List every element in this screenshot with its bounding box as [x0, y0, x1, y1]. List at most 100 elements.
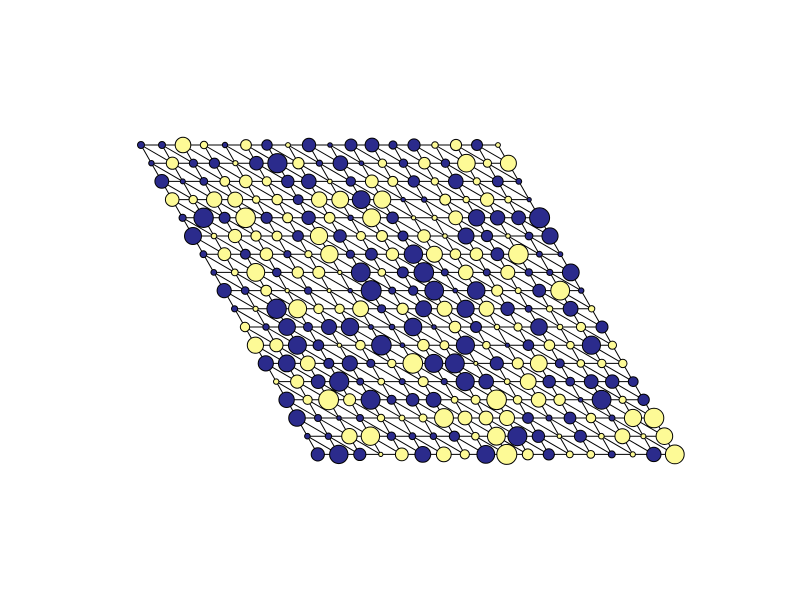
- lattice-edge: [360, 344, 393, 364]
- lattice-node: [227, 191, 244, 208]
- lattice-node: [425, 245, 443, 263]
- lattice-node: [505, 233, 511, 239]
- lattice-node: [398, 158, 409, 168]
- lattice-node: [377, 158, 388, 168]
- lattice-node: [664, 444, 685, 465]
- lattice-edge: [549, 308, 582, 328]
- lattice-nodes: [137, 136, 685, 465]
- lattice-node: [408, 285, 419, 296]
- lattice-node: [262, 323, 270, 331]
- lattice-node: [188, 158, 198, 168]
- lattice-node: [292, 157, 305, 170]
- lattice-node: [284, 288, 290, 294]
- lattice-edge: [224, 144, 236, 164]
- lattice-node: [376, 413, 386, 423]
- lattice-edge: [307, 290, 340, 310]
- lattice-node: [388, 323, 396, 331]
- lattice-node: [336, 342, 342, 348]
- lattice-edge: [203, 253, 236, 273]
- lattice-edge: [517, 290, 550, 310]
- lattice-node: [288, 409, 306, 427]
- lattice-node: [524, 231, 534, 241]
- lattice-edge: [224, 217, 257, 237]
- lattice-edge: [434, 180, 467, 201]
- lattice-edge: [370, 362, 403, 383]
- lattice-node: [566, 340, 575, 350]
- lattice-node: [332, 155, 349, 171]
- lattice-node: [491, 175, 504, 188]
- lattice-edge: [601, 435, 634, 455]
- lattice-node: [288, 299, 308, 319]
- lattice-node: [449, 248, 462, 260]
- lattice-node: [240, 139, 252, 151]
- lattice-node: [489, 356, 504, 371]
- lattice-node: [347, 287, 353, 294]
- lattice-node: [329, 444, 349, 465]
- lattice-edge: [161, 144, 194, 164]
- lattice-node: [562, 300, 579, 317]
- lattice-node: [511, 210, 526, 226]
- lattice-node: [478, 410, 494, 426]
- lattice-node: [411, 215, 417, 221]
- lattice-node: [364, 137, 380, 153]
- lattice-node: [360, 389, 381, 410]
- lattice-node: [478, 300, 495, 317]
- lattice-node: [476, 445, 496, 464]
- lattice-node: [469, 247, 484, 261]
- lattice-node: [513, 322, 523, 332]
- lattice-edge: [403, 162, 436, 182]
- lattice-edge: [151, 162, 184, 182]
- lattice-node: [405, 393, 420, 407]
- lattice-edge: [339, 344, 372, 364]
- lattice-node: [421, 196, 428, 203]
- lattice-node: [417, 229, 431, 243]
- lattice-node: [206, 191, 223, 208]
- lattice-node: [499, 410, 515, 426]
- lattice-node: [272, 267, 282, 278]
- lattice-node: [425, 391, 442, 408]
- lattice-node: [553, 393, 566, 406]
- lattice-edge: [350, 253, 383, 273]
- lattice-edge: [307, 326, 340, 346]
- lattice-node: [341, 355, 358, 372]
- lattice-node: [240, 286, 250, 295]
- lattice-node: [273, 378, 280, 385]
- lattice-node: [546, 268, 554, 276]
- lattice-node: [285, 142, 291, 148]
- lattice-node: [478, 373, 495, 390]
- lattice-node: [614, 428, 631, 445]
- lattice-edge: [266, 180, 299, 201]
- lattice-node: [318, 389, 340, 411]
- lattice-node: [403, 317, 423, 337]
- lattice-node: [575, 321, 587, 333]
- lattice-node: [386, 394, 397, 405]
- lattice-node: [364, 174, 379, 189]
- lattice-node: [267, 153, 288, 174]
- lattice-node: [261, 176, 272, 187]
- lattice-node: [312, 265, 326, 279]
- lattice-edges: [140, 144, 676, 455]
- lattice-node: [511, 357, 524, 370]
- lattice-node: [210, 232, 218, 240]
- lattice-edge: [339, 308, 372, 328]
- lattice-node: [341, 428, 358, 445]
- lattice-node: [230, 268, 239, 277]
- lattice-node: [573, 429, 587, 443]
- lattice-node: [352, 300, 370, 318]
- lattice-node: [455, 372, 475, 392]
- lattice-node: [470, 321, 482, 333]
- lattice-node: [313, 303, 324, 315]
- lattice-edge: [528, 308, 561, 328]
- lattice-edge: [193, 162, 226, 182]
- lattice-node: [503, 378, 511, 386]
- lattice-node: [356, 414, 364, 422]
- lattice-node: [457, 410, 473, 426]
- lattice-node: [337, 269, 343, 275]
- lattice-node: [449, 138, 463, 152]
- lattice-edge: [213, 235, 246, 255]
- lattice-edge: [549, 271, 582, 292]
- lattice-node: [371, 334, 392, 356]
- lattice-node: [199, 250, 208, 259]
- lattice-node: [154, 174, 170, 189]
